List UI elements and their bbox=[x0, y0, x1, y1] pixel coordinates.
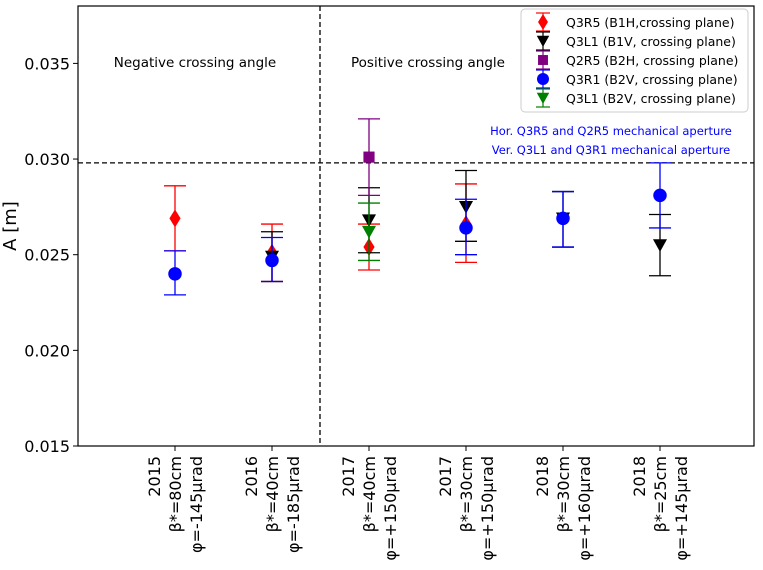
legend-entry: Q2R5 (B2H, crossing plane) bbox=[536, 50, 738, 70]
y-axis-label: A [m] bbox=[0, 201, 21, 251]
x-tick-label-group: 2018 β*=30cm φ=+160μrad bbox=[533, 456, 594, 561]
y-tick-label: 0.025 bbox=[24, 246, 70, 265]
x-tick-label: β*=30cm bbox=[457, 456, 476, 532]
marker-square bbox=[363, 151, 375, 163]
x-tick-label-group: 2018 β*=25cm φ=+145μrad bbox=[630, 456, 691, 561]
data-point bbox=[358, 202, 380, 262]
x-tick-label: φ=+150μrad bbox=[478, 456, 497, 561]
x-tick-label-group: 2017 β*=40cm φ=+150μrad bbox=[339, 456, 400, 561]
marker-triangle-down bbox=[361, 225, 377, 239]
x-tick-label-group: 2015 β*=80cm φ=-145μrad bbox=[145, 456, 206, 553]
data-layer bbox=[164, 118, 671, 296]
marker-circle bbox=[556, 211, 570, 226]
series-2 bbox=[358, 118, 380, 197]
series-3 bbox=[164, 162, 671, 296]
data-point bbox=[164, 185, 186, 252]
marker-triangle-down bbox=[652, 239, 668, 252]
x-tick-label: 2017 bbox=[339, 456, 358, 497]
data-point bbox=[261, 236, 283, 283]
reference-layer: Hor. Q3R5 and Q2R5 mechanical aperture V… bbox=[78, 124, 754, 164]
marker-triangle-down bbox=[536, 35, 550, 47]
x-tick-label: 2018 bbox=[630, 456, 649, 497]
x-tick-label: β*=40cm bbox=[263, 456, 282, 532]
x-tick-label: φ=-185μrad bbox=[284, 456, 303, 553]
legend-entry: Q3L1 (B1V, crossing plane) bbox=[536, 31, 736, 51]
y-tick-label: 0.020 bbox=[24, 341, 70, 360]
x-tick-label: β*=25cm bbox=[651, 456, 670, 532]
x-tick-label: 2015 bbox=[145, 456, 164, 497]
region-layer: Negative crossing angle Positive crossin… bbox=[114, 55, 505, 71]
x-tick-label: φ=+145μrad bbox=[672, 456, 691, 561]
marker-triangle-down bbox=[536, 92, 550, 104]
x-tick-label: φ=+150μrad bbox=[381, 456, 400, 561]
region-label-positive: Positive crossing angle bbox=[351, 55, 505, 71]
x-tick-labels: 2015 β*=80cm φ=-145μrad 2016 β*=40cm φ=-185μr… bbox=[145, 456, 691, 561]
marker-circle bbox=[265, 253, 279, 268]
marker-circle bbox=[537, 73, 549, 85]
reference-label-vertical: Ver. Q3L1 and Q3R1 mechanical aperture bbox=[492, 143, 731, 157]
x-tick-label: φ=+160μrad bbox=[575, 456, 594, 561]
x-tick-label: 2016 bbox=[242, 456, 261, 497]
axes-layer: 0.015 0.020 0.025 0.030 0.035 bbox=[24, 5, 755, 456]
legend-entry: Q3R1 (B2V, crossing plane) bbox=[536, 69, 738, 89]
plot-frame bbox=[77, 5, 755, 447]
series-4 bbox=[358, 202, 380, 262]
data-point bbox=[649, 162, 671, 229]
data-point bbox=[552, 190, 574, 248]
x-tick-label: φ=-145μrad bbox=[187, 456, 206, 553]
marker-circle bbox=[168, 267, 182, 281]
data-point bbox=[164, 250, 186, 296]
x-tick-label: β*=80cm bbox=[166, 456, 185, 532]
y-tick-label: 0.015 bbox=[24, 437, 70, 456]
y-tick-label: 0.030 bbox=[24, 150, 70, 169]
marker-diamond bbox=[169, 209, 181, 228]
legend-entry: Q3R5 (B1H,crossing plane) bbox=[536, 12, 734, 32]
x-tick-label: 2018 bbox=[533, 456, 552, 497]
legend-label: Q3L1 (B1V, crossing plane) bbox=[566, 34, 736, 49]
region-label-negative: Negative crossing angle bbox=[114, 55, 277, 71]
reference-label-horizontal: Hor. Q3R5 and Q2R5 mechanical aperture bbox=[490, 124, 732, 138]
data-point bbox=[358, 118, 380, 197]
marker-circle bbox=[459, 221, 473, 235]
legend-box bbox=[520, 8, 749, 113]
x-tick-label-group: 2016 β*=40cm φ=-185μrad bbox=[242, 456, 303, 553]
marker-circle bbox=[653, 188, 667, 203]
marker-square bbox=[538, 55, 548, 65]
x-tick-label: β*=30cm bbox=[554, 456, 573, 532]
x-tick-label-group: 2017 β*=30cm φ=+150μrad bbox=[436, 456, 497, 561]
y-tick-label: 0.035 bbox=[24, 54, 70, 73]
x-tick-label: 2017 bbox=[436, 456, 455, 497]
legend: Q3R5 (B1H,crossing plane) Q3L1 (B1V, cros… bbox=[520, 8, 749, 113]
legend-label: Q3R1 (B2V, crossing plane) bbox=[566, 72, 738, 87]
data-point bbox=[455, 198, 477, 256]
marker-diamond bbox=[538, 14, 548, 30]
legend-label: Q3L1 (B2V, crossing plane) bbox=[566, 91, 736, 106]
x-tick-label: β*=40cm bbox=[360, 456, 379, 532]
legend-label: Q3R5 (B1H,crossing plane) bbox=[566, 15, 734, 30]
legend-entry: Q3L1 (B2V, crossing plane) bbox=[536, 88, 736, 108]
legend-label: Q2R5 (B2H, crossing plane) bbox=[566, 53, 738, 68]
